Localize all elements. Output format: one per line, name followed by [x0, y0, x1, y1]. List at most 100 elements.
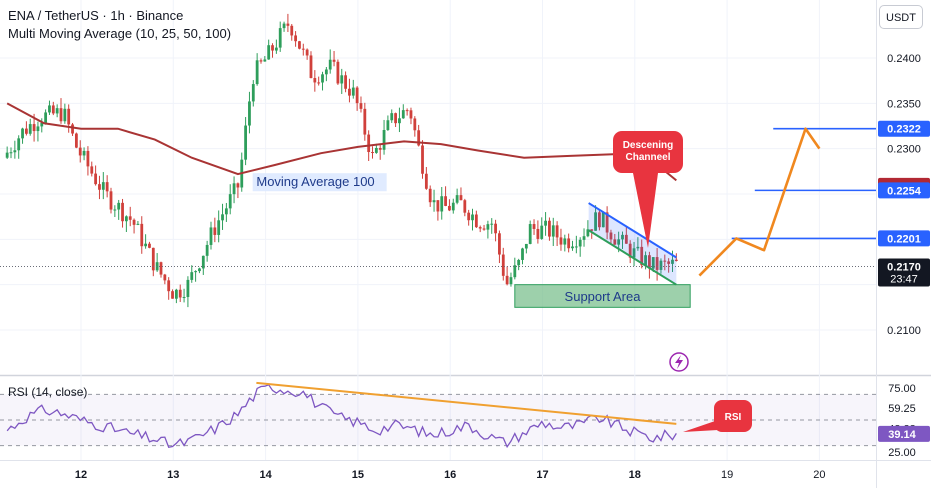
time-tick-label: 19	[721, 469, 733, 481]
candle-body	[290, 25, 294, 36]
candle-body	[567, 238, 571, 249]
candle-body	[513, 265, 517, 278]
candle-body	[617, 239, 621, 245]
price-tag-value: 0.2254	[887, 185, 922, 197]
candle-body	[217, 220, 221, 235]
candle-body	[155, 262, 159, 271]
candle-body	[436, 200, 440, 212]
price-tick-label: 0.2400	[887, 53, 921, 65]
candle-body	[674, 259, 678, 261]
candle-body	[332, 59, 336, 62]
candle-body	[232, 183, 236, 195]
candle-body	[598, 212, 601, 228]
symbol-title: ENA / TetherUS · 1h · Binance	[8, 8, 184, 23]
candle-body	[248, 101, 251, 126]
candle-body	[590, 229, 594, 231]
candle-body	[17, 138, 21, 151]
candle-body	[167, 280, 171, 292]
candle-body	[190, 272, 194, 280]
candle-body	[236, 183, 240, 188]
candle-body	[582, 236, 586, 240]
candle-body	[571, 246, 574, 249]
candle-body	[474, 214, 478, 228]
rsi-callout-label: RSI	[725, 412, 742, 423]
candle-body	[432, 200, 436, 203]
candle-body	[636, 246, 640, 249]
candle-body	[282, 23, 286, 29]
time-tick-label: 15	[352, 469, 364, 481]
candle-body	[255, 60, 259, 85]
candle-body	[624, 234, 628, 244]
candle-body	[378, 147, 382, 150]
candle-body	[609, 232, 613, 240]
candle-body	[59, 108, 63, 122]
candle-body	[371, 152, 374, 154]
candle-body	[244, 125, 248, 160]
rsi-tick-label: 75.00	[888, 383, 916, 395]
candle-body	[205, 244, 209, 256]
time-tick-label: 20	[813, 469, 825, 481]
candle-body	[298, 41, 301, 49]
candle-body	[132, 219, 136, 225]
chart-marks: Moving Average 100 Support Area DesceningC…	[0, 13, 876, 449]
candle-body	[86, 150, 90, 167]
candle-body	[294, 35, 297, 42]
candle-body	[44, 112, 48, 123]
candle-body	[194, 271, 198, 273]
candle-body	[421, 145, 424, 174]
candle-body	[278, 28, 282, 48]
candle-body	[578, 239, 582, 247]
candle-body	[90, 166, 94, 174]
candle-body	[48, 105, 51, 113]
candle-body	[467, 212, 471, 221]
candle-body	[586, 229, 590, 237]
candle-body	[459, 195, 463, 201]
candle-body	[544, 220, 547, 226]
price-tag	[878, 120, 930, 137]
candle-body	[21, 128, 24, 139]
ma100-line	[6, 102, 677, 182]
candle-body	[228, 194, 232, 209]
candle-body	[509, 277, 513, 285]
ma100-label-bg	[252, 173, 387, 192]
support-area	[514, 284, 691, 308]
candle-body	[36, 126, 40, 132]
rsi-value: 39.14	[888, 429, 916, 441]
candle-body	[263, 59, 267, 62]
candle-body	[94, 173, 98, 185]
candle-body	[374, 147, 378, 153]
candle-body	[186, 279, 190, 297]
candle-body	[63, 108, 67, 122]
candle-body	[444, 196, 447, 206]
price-axes: 0.24000.23500.23000.22500.22000.21000.23…	[75, 53, 930, 481]
channel-lower-line	[588, 229, 677, 286]
candle-body	[559, 237, 563, 245]
candle-body	[251, 84, 255, 102]
candle-body	[328, 59, 332, 70]
candle-body	[424, 173, 428, 189]
candle-body	[671, 259, 674, 264]
candle-body	[417, 130, 421, 146]
candle-body	[274, 47, 278, 51]
candle-body	[355, 87, 359, 104]
indicator-title: Multi Moving Average (10, 25, 50, 100)	[8, 26, 232, 41]
lightning-glyph	[675, 355, 683, 369]
candle-body	[563, 238, 567, 245]
candle-body	[113, 209, 117, 211]
candle-body	[363, 108, 367, 135]
ma100-label: Moving Average 100	[256, 174, 374, 189]
candle-body	[78, 147, 82, 156]
candle-body	[482, 228, 486, 230]
candle-body	[67, 108, 71, 125]
candle-body	[109, 191, 113, 210]
candle-body	[386, 120, 390, 131]
currency-button[interactable]: USDT	[879, 5, 923, 29]
channel-fill	[588, 203, 677, 285]
candle-body	[448, 205, 451, 211]
candle-body	[24, 128, 28, 134]
candle-body	[40, 122, 44, 127]
candle-body	[648, 255, 651, 269]
callout-pointer	[633, 173, 658, 248]
candle-body	[451, 202, 455, 211]
